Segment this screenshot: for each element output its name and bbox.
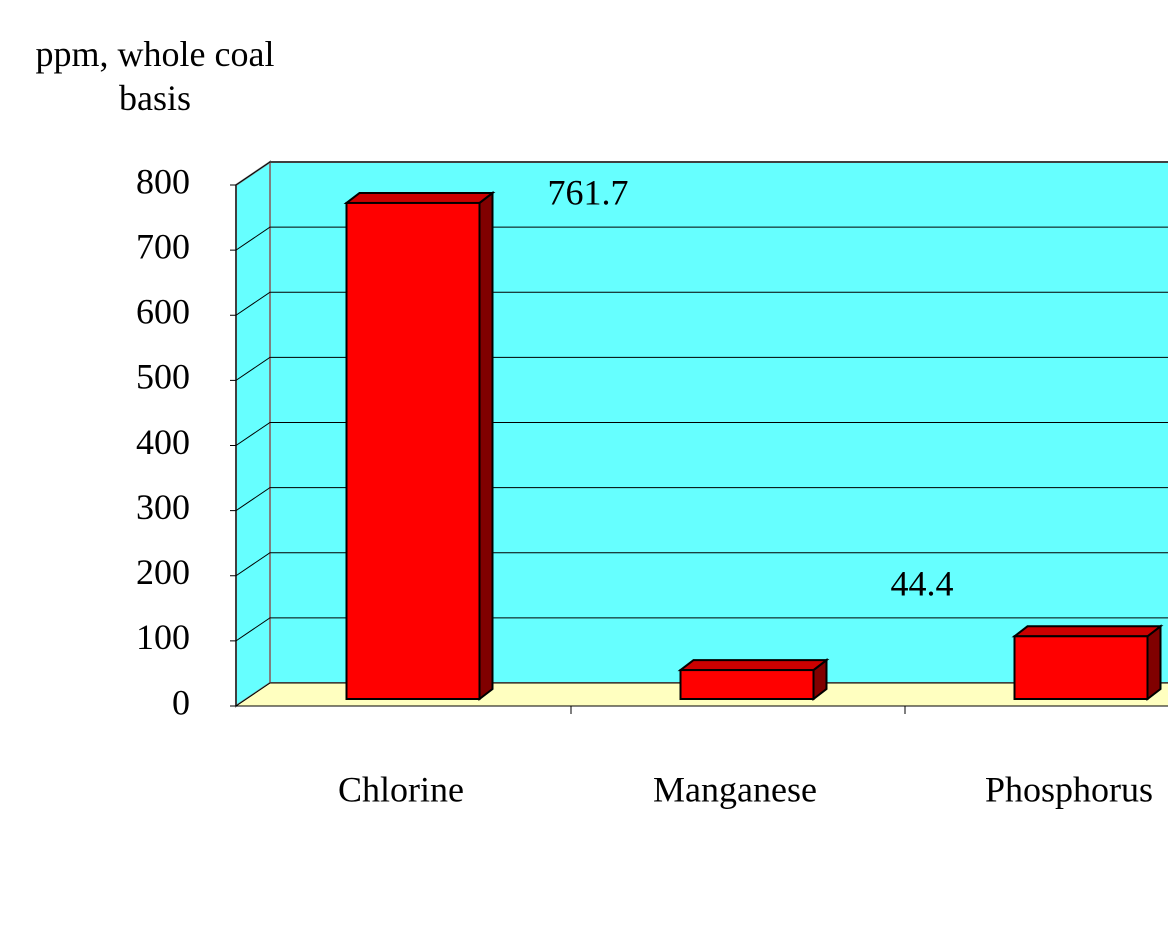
bar xyxy=(1013,635,1149,700)
bar-side xyxy=(478,190,494,702)
grid-line xyxy=(235,356,1168,381)
grid-line xyxy=(235,617,1168,642)
y-tick-label: 0 xyxy=(172,682,190,722)
y-tick-label: 300 xyxy=(136,487,190,527)
value-label: 44.4 xyxy=(891,563,954,603)
grid-line xyxy=(235,422,1168,446)
bar-side xyxy=(1146,624,1162,702)
y-tick-label: 800 xyxy=(136,161,190,201)
x-tick-label: Chlorine xyxy=(338,769,464,809)
y-tick-label: 700 xyxy=(136,226,190,266)
y-tick-label: 200 xyxy=(136,552,190,592)
x-tick-label: Manganese xyxy=(653,769,817,809)
y-tick-label: 400 xyxy=(136,422,190,462)
bar-top xyxy=(1011,625,1164,638)
y-tick-label: 500 xyxy=(136,357,190,397)
grid-line xyxy=(235,487,1168,512)
grid-line xyxy=(235,552,1168,577)
grid-line xyxy=(235,161,1168,186)
bar-top xyxy=(677,659,830,672)
grid-line xyxy=(235,682,1168,707)
grid-line xyxy=(235,291,1168,316)
bar xyxy=(345,201,481,700)
grid-line xyxy=(235,226,1168,251)
bar xyxy=(679,669,815,700)
y-tick-label: 600 xyxy=(136,292,190,332)
y-axis-label: ppm, whole coal basis xyxy=(35,34,275,118)
bar-top xyxy=(343,191,496,204)
value-label: 761.7 xyxy=(548,172,629,212)
y-tick-label: 100 xyxy=(136,617,190,657)
x-tick-label: Phosphorus xyxy=(985,769,1153,809)
